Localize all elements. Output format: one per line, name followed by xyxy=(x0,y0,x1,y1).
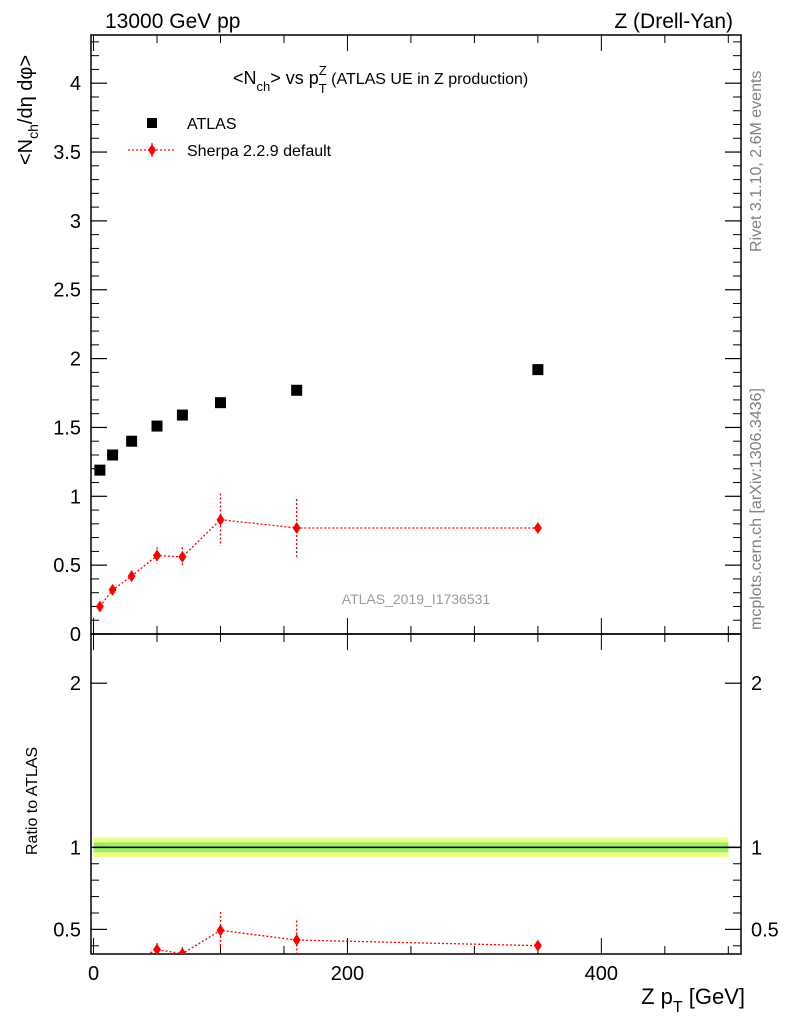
main-ytick-label: 4 xyxy=(70,73,81,95)
ratio-xtick-label: 200 xyxy=(331,963,364,985)
xlabel-a: Z p xyxy=(641,984,673,1009)
sherpa-point xyxy=(216,513,225,526)
xlabel-b: T xyxy=(673,999,683,1016)
title-vs: > vs p xyxy=(270,68,319,88)
main-series xyxy=(94,364,544,613)
title-n: <N xyxy=(233,68,257,88)
legend-sherpa-marker xyxy=(148,144,156,156)
atlas-point xyxy=(176,409,188,421)
sherpa-point xyxy=(153,549,162,562)
watermark: ATLAS_2019_I1736531 xyxy=(342,591,491,607)
atlas-point xyxy=(214,397,226,409)
sherpa-line xyxy=(99,519,538,607)
xlabel: Z pT [GeV] xyxy=(641,984,745,1016)
legend-atlas-label: ATLAS xyxy=(187,116,237,133)
legend: ATLAS Sherpa 2.2.9 default xyxy=(128,116,332,160)
main-ytick-label: 3.5 xyxy=(53,142,81,164)
legend-sherpa-label: Sherpa 2.2.9 default xyxy=(187,143,332,160)
ratio-sherpa-point xyxy=(109,965,117,977)
ratio-sherpa-point xyxy=(216,924,225,937)
ratio-ytick-label: 0.5 xyxy=(53,919,81,941)
header-energy: 13000 GeV pp xyxy=(105,10,240,33)
main-panel: 0 0.5 1 1.5 2 2.5 3 3.5 4 ATLAS_2019_I1736531 <N… xyxy=(15,34,742,646)
ylabel-a: <N xyxy=(15,139,37,165)
atlas-point xyxy=(94,464,106,476)
ratio-panel: 0.5 0.5 1 1 2 2 0 200 400 Ratio to ATLAS Z pT [… xyxy=(24,633,779,1016)
plot-title: <Nch> vs pZ T (ATLAS UE in Z production) xyxy=(233,63,528,96)
atlas-point xyxy=(126,435,138,447)
xlabel-c: [GeV] xyxy=(683,984,745,1009)
header-process: Z (Drell-Yan) xyxy=(614,10,733,33)
ratio-sherpa-point xyxy=(178,947,187,954)
sherpa-point xyxy=(178,550,187,563)
ratio-ytick-label: 2 xyxy=(70,673,81,695)
ratio-sherpa-point xyxy=(533,939,542,952)
sherpa-point xyxy=(127,570,136,583)
sherpa-point xyxy=(95,600,104,613)
title-rest: (ATLAS UE in Z production) xyxy=(327,71,529,88)
ylabel-c: /dη dφ> xyxy=(15,55,37,124)
ratio-y-axis: 0.5 0.5 1 1 2 2 xyxy=(53,673,779,947)
main-ytick-label: 2.5 xyxy=(53,280,81,302)
legend-atlas-marker xyxy=(147,118,157,128)
main-ytick-label: 0.5 xyxy=(53,555,81,577)
ratio-xtick-label: 400 xyxy=(585,963,618,985)
main-ytick-label: 1 xyxy=(70,486,81,508)
title-ch: ch xyxy=(257,79,271,94)
ratio-sherpa-point xyxy=(292,934,301,947)
ratio-series-group xyxy=(109,911,542,977)
main-ytick-label: 0 xyxy=(70,624,81,646)
rivet-label: Rivet 3.1.10, 2.6M events xyxy=(748,71,765,252)
main-ytick-label: 3 xyxy=(70,211,81,233)
atlas-point xyxy=(107,449,119,461)
ratio-sherpa-point xyxy=(153,943,162,954)
ratio-band xyxy=(93,837,741,858)
main-ylabel: <Nch/dη dφ> xyxy=(15,55,41,165)
sherpa-point xyxy=(292,521,301,534)
atlas-point xyxy=(532,364,544,376)
main-ytick-label: 1.5 xyxy=(53,417,81,439)
main-ytick-label: 2 xyxy=(70,349,81,371)
ratio-ytick-label-right: 0.5 xyxy=(751,919,779,941)
title-z: Z xyxy=(319,63,327,78)
ratio-ylabel: Ratio to ATLAS xyxy=(24,747,41,855)
ratio-xtick-label: 0 xyxy=(88,963,99,985)
ratio-series xyxy=(109,911,542,977)
ratio-frame-rect xyxy=(90,633,742,955)
ratio-sherpa-line xyxy=(146,929,538,954)
mcplots-label: mcplots.cern.ch [arXiv:1306.3436] xyxy=(748,388,765,630)
main-y-axis: 0 0.5 1 1.5 2 2.5 3 3.5 4 xyxy=(53,41,741,646)
ylabel-b: ch xyxy=(25,124,41,139)
ratio-ytick-label-right: 1 xyxy=(751,837,762,859)
main-x-ticks xyxy=(93,35,729,634)
ratio-x-axis: 0 200 400 xyxy=(88,634,729,985)
ratio-ytick-label-right: 2 xyxy=(751,673,762,695)
ratio-sherpa-point xyxy=(128,956,136,968)
title-t: T xyxy=(319,81,327,96)
atlas-point xyxy=(291,384,303,396)
atlas-point xyxy=(151,420,163,432)
ratio-ytick-label: 1 xyxy=(70,837,81,859)
sherpa-point xyxy=(108,583,117,596)
sherpa-point xyxy=(533,521,542,534)
